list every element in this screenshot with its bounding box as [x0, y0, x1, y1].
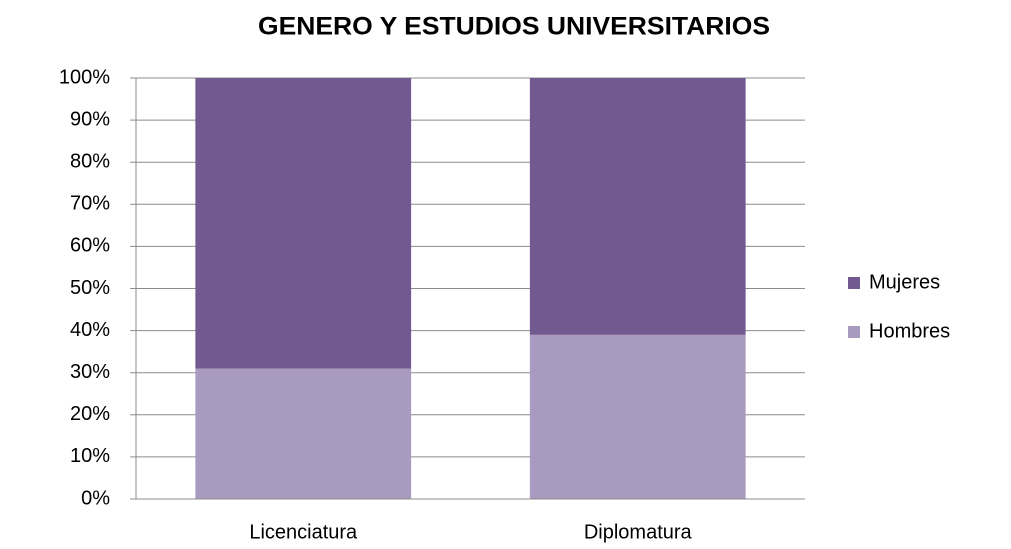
- y-tick-label: 90%: [70, 108, 110, 130]
- legend-label: Hombres: [869, 320, 950, 342]
- legend-label: Mujeres: [869, 271, 940, 293]
- legend-swatch: [848, 326, 860, 338]
- x-tick-label: Licenciatura: [249, 521, 358, 543]
- bar-segment: [195, 78, 412, 369]
- y-tick-label: 10%: [70, 445, 110, 467]
- y-tick-label: 100%: [59, 66, 110, 88]
- y-tick-label: 80%: [70, 150, 110, 172]
- y-tick-label: 40%: [70, 319, 110, 341]
- legend-swatch: [848, 277, 860, 289]
- bar-segment: [529, 78, 746, 335]
- y-tick-label: 0%: [81, 487, 110, 509]
- y-tick-label: 60%: [70, 235, 110, 257]
- x-tick-label: Diplomatura: [584, 521, 693, 543]
- y-tick-label: 70%: [70, 193, 110, 215]
- bar-segment: [529, 334, 746, 499]
- bar-segment: [195, 368, 412, 499]
- chart-title: GENERO Y ESTUDIOS UNIVERSITARIOS: [258, 13, 770, 41]
- y-tick-label: 50%: [70, 277, 110, 299]
- y-tick-label: 20%: [70, 403, 110, 425]
- y-tick-label: 30%: [70, 361, 110, 383]
